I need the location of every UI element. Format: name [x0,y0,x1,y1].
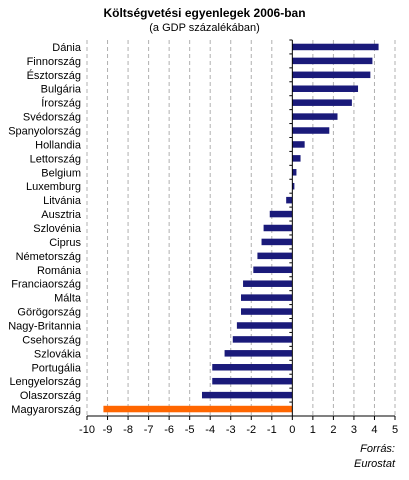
bar-11 [286,196,293,204]
category-label: Málta [54,293,82,305]
category-label: Litvánia [43,195,82,207]
bar-0 [292,43,379,51]
bar-1 [292,57,373,65]
bar-6 [292,127,330,134]
bar-15 [257,252,293,260]
category-label: Dánia [52,42,82,54]
x-tick-label: 3 [351,424,357,436]
source-label: Forrás: [360,443,395,455]
category-label: Magyarország [11,404,81,416]
x-tick-label: -4 [205,424,215,436]
x-tick-label: -6 [164,424,174,436]
bar-7 [292,141,305,148]
chart-title: Költségvetési egyenlegek 2006-ban [103,6,306,20]
category-label: Belgium [41,167,81,179]
bar-21 [232,336,293,343]
category-label: Portugália [31,362,81,374]
x-tick-label: 4 [371,424,377,436]
bar-12 [269,210,293,218]
category-label: Svédország [23,112,81,124]
category-label: Finnország [27,56,81,68]
category-label: Németország [16,251,81,263]
bar-20 [236,322,293,329]
bar-13 [263,224,293,232]
x-tick-label: -3 [226,424,236,436]
bar-22 [224,350,293,357]
x-tick-label: 2 [330,424,336,436]
category-label: Írország [41,97,81,110]
bar-9 [292,169,297,176]
category-label: Hollandia [35,139,82,151]
category-label: Nagy-Britannia [8,320,82,332]
x-tick-label: 1 [310,424,316,436]
category-label: Észtország [27,69,81,82]
bar-23 [212,364,293,371]
category-label: Lettország [30,153,81,165]
bars [103,43,379,413]
bar-17 [243,280,293,287]
bar-18 [241,294,293,301]
x-tick-label: 5 [392,424,398,436]
x-tick-label: -7 [144,424,154,436]
x-tick-label: -10 [79,424,95,436]
bar-26 [103,405,293,413]
category-label: Ciprus [49,237,81,249]
x-tick-label: 0 [289,424,295,436]
x-tick-label: -9 [103,424,113,436]
grid-lines [86,40,396,416]
category-label: Görögország [17,307,81,319]
bar-2 [292,71,371,79]
bar-5 [292,113,338,120]
category-label: Lengyelország [9,376,81,388]
category-label: Luxemburg [26,181,81,193]
x-tick-label: -1 [267,424,277,436]
axes [86,39,396,420]
category-label: Bulgária [41,84,82,96]
bar-24 [212,377,293,385]
bar-3 [292,85,359,92]
x-tick-labels: -10 -9 -8 -7 -6 -5 -4 -3 -2 -1 0 1 2 3 4 5 [79,424,398,436]
chart-subtitle: (a GDP százalékában) [149,22,260,34]
category-label: Szlovákia [34,348,82,360]
category-label: Olaszország [20,390,81,402]
bar-25 [201,391,293,399]
bar-16 [253,266,293,274]
category-label: Spanyolország [8,126,81,138]
x-tick-label: -2 [246,424,256,436]
category-label: Románia [37,265,82,277]
source-value: Eurostat [354,458,395,470]
bar-8 [292,155,301,162]
x-tick-label: -8 [123,424,133,436]
x-tick-label: -5 [185,424,195,436]
bar-14 [261,238,293,246]
bar-10 [292,182,295,190]
bar-19 [241,308,293,315]
category-label: Szlovénia [33,223,82,235]
bar-4 [292,99,352,106]
category-label: Franciaország [11,279,81,291]
category-label: Csehország [22,334,81,346]
category-label: Ausztria [41,209,82,221]
